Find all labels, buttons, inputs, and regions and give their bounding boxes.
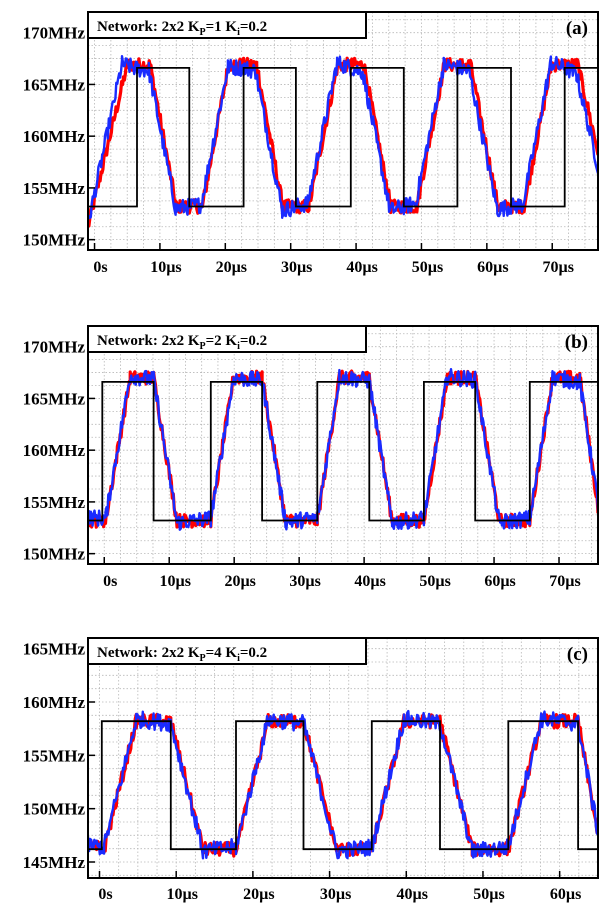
panel-c-ytick-label: 165MHz xyxy=(23,640,86,659)
panel-c-xtick-label: 40µs xyxy=(397,886,428,903)
panel-c-annotation: Network: 2x2 KP=4 Ki=0.2 xyxy=(87,637,367,665)
panel-c-xtick-label: 50µs xyxy=(473,886,504,903)
panel-b-xtick-label: 40µs xyxy=(354,573,385,590)
chart-svg-c: 145MHz 150MHz 155MHz 160MHz 165MHz 0s 10µs 20µs… xyxy=(23,637,599,903)
panel-b-xtick-label: 0s xyxy=(103,573,117,590)
panel-c-grid xyxy=(88,638,599,878)
panel-b-annotation-text: Network: 2x2 KP=2 Ki=0.2 xyxy=(97,333,267,352)
panel-a-label: (a) xyxy=(566,18,588,39)
panel-b-xtick-label: 20µs xyxy=(224,573,255,590)
panel-b-series-blue xyxy=(88,368,598,531)
panel-a-xtick-label: 60µs xyxy=(477,259,508,276)
chart-panel-b: 150MHz 155MHz 160MHz 165MHz 170MHz 0s 10µs 20µs… xyxy=(0,314,602,604)
panel-c-xtick-label: 20µs xyxy=(243,886,274,903)
panel-a-grid xyxy=(88,12,598,250)
panel-a-annotation-text: Network: 2x2 KP=1 Ki=0.2 xyxy=(97,19,267,38)
panel-c-label: (c) xyxy=(567,644,588,665)
panel-b-ytick-label: 165MHz xyxy=(23,389,86,408)
panel-c-xtick-label: 0s xyxy=(98,886,112,903)
panel-a-xtick-label: 30µs xyxy=(281,259,312,276)
panel-b-annotation-box xyxy=(87,325,367,353)
chart-panel-a: 150MHz 155MHz 160MHz 165MHz 170MHz 0s 10µs 20µs… xyxy=(0,0,602,290)
panel-a-xtick-label: 0s xyxy=(93,259,107,276)
panel-b-xtick-label: 50µs xyxy=(419,573,450,590)
panel-a-ytick-label: 150MHz xyxy=(23,231,86,250)
panel-a-xtick-label: 40µs xyxy=(346,259,377,276)
panel-a-ytick-label: 155MHz xyxy=(23,179,86,198)
panel-c-plot-area xyxy=(88,638,598,878)
panel-a-ytick-label: 160MHz xyxy=(23,127,86,146)
panel-b-ytick-label: 160MHz xyxy=(23,441,86,460)
panel-a-series-blue xyxy=(88,55,598,220)
panel-a-ytick-label: 170MHz xyxy=(23,24,86,43)
panel-b-xtick-label: 70µs xyxy=(549,573,580,590)
chart-panel-c: 145MHz 150MHz 155MHz 160MHz 165MHz 0s 10µs 20µs… xyxy=(0,626,602,916)
panel-a-xtick-label: 50µs xyxy=(412,259,443,276)
panel-a-annotation: Network: 2x2 KP=1 Ki=0.2 xyxy=(87,11,367,39)
panel-a-ytick-label: 165MHz xyxy=(23,75,86,94)
panel-c-annotation-box xyxy=(87,637,367,665)
panel-b-xtick-label: 30µs xyxy=(289,573,320,590)
panel-c-ytick-label: 145MHz xyxy=(23,853,86,872)
panel-a-xtick-label: 10µs xyxy=(150,259,181,276)
panel-c-ytick-label: 150MHz xyxy=(23,800,86,819)
panel-b-xtick-label: 10µs xyxy=(159,573,190,590)
panel-c-ytick-label: 160MHz xyxy=(23,693,86,712)
panel-a-xtick-label: 70µs xyxy=(543,259,574,276)
chart-svg-b: 150MHz 155MHz 160MHz 165MHz 170MHz 0s 10µs 20µs… xyxy=(23,325,599,590)
panel-b-ytick-label: 155MHz xyxy=(23,493,86,512)
panel-a-xtick-label: 20µs xyxy=(216,259,247,276)
panel-c-ytick-label: 155MHz xyxy=(23,746,86,765)
panel-c-annotation-text: Network: 2x2 KP=4 Ki=0.2 xyxy=(97,645,267,664)
panel-c-xtick-label: 30µs xyxy=(320,886,351,903)
panel-c-xtick-label: 60µs xyxy=(550,886,581,903)
panel-a-series-reference xyxy=(88,67,598,208)
panel-b-ytick-label: 170MHz xyxy=(23,338,86,357)
panel-b-series-reference xyxy=(88,381,598,522)
panel-b-xtick-label: 60µs xyxy=(484,573,515,590)
panel-b-ytick-label: 150MHz xyxy=(23,545,86,564)
panel-b-annotation: Network: 2x2 KP=2 Ki=0.2 xyxy=(87,325,367,353)
chart-svg-a: 150MHz 155MHz 160MHz 165MHz 170MHz 0s 10µs 20µs… xyxy=(23,11,599,276)
panel-c-xtick-label: 10µs xyxy=(166,886,197,903)
panel-b-label: (b) xyxy=(565,332,588,353)
panel-c-series-reference xyxy=(88,720,598,851)
panel-a-annotation-box xyxy=(87,11,367,39)
